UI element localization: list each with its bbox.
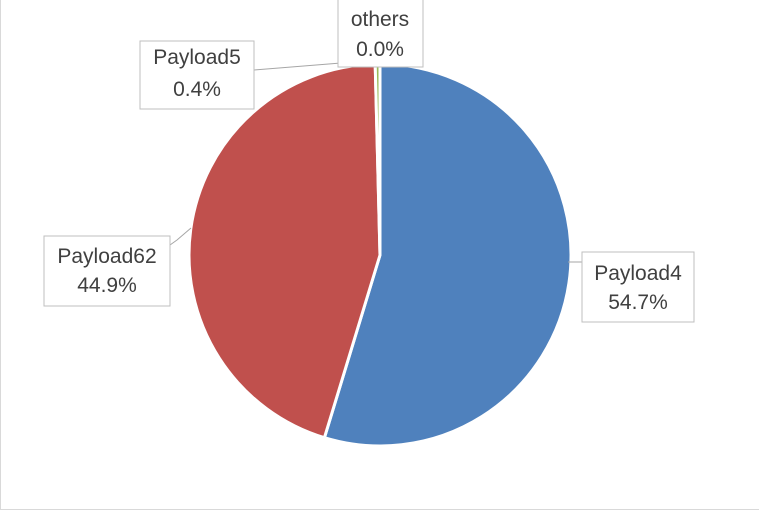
leader-line-payload62	[169, 227, 192, 246]
data-label-payload4: Payload4 54.7%	[581, 251, 695, 323]
label-value-payload62: 44.9%	[77, 274, 137, 297]
label-value-others: 0.0%	[356, 38, 404, 61]
pie-slice-payload62	[187, 62, 382, 440]
label-name-payload5: Payload5	[153, 46, 241, 69]
pie-slices	[187, 62, 573, 448]
label-name-payload62: Payload62	[57, 245, 156, 268]
leader-line-payload5	[253, 62, 342, 71]
data-label-payload62: Payload62 44.9%	[43, 235, 171, 307]
data-label-payload5: Payload5 0.4%	[139, 40, 255, 110]
label-value-payload4: 54.7%	[608, 291, 668, 314]
label-name-others: others	[351, 8, 409, 31]
label-value-payload5: 0.4%	[173, 78, 221, 101]
data-label-others: others 0.0%	[337, 0, 424, 68]
pie-slice-payload4	[322, 62, 573, 448]
label-name-payload4: Payload4	[594, 262, 682, 285]
